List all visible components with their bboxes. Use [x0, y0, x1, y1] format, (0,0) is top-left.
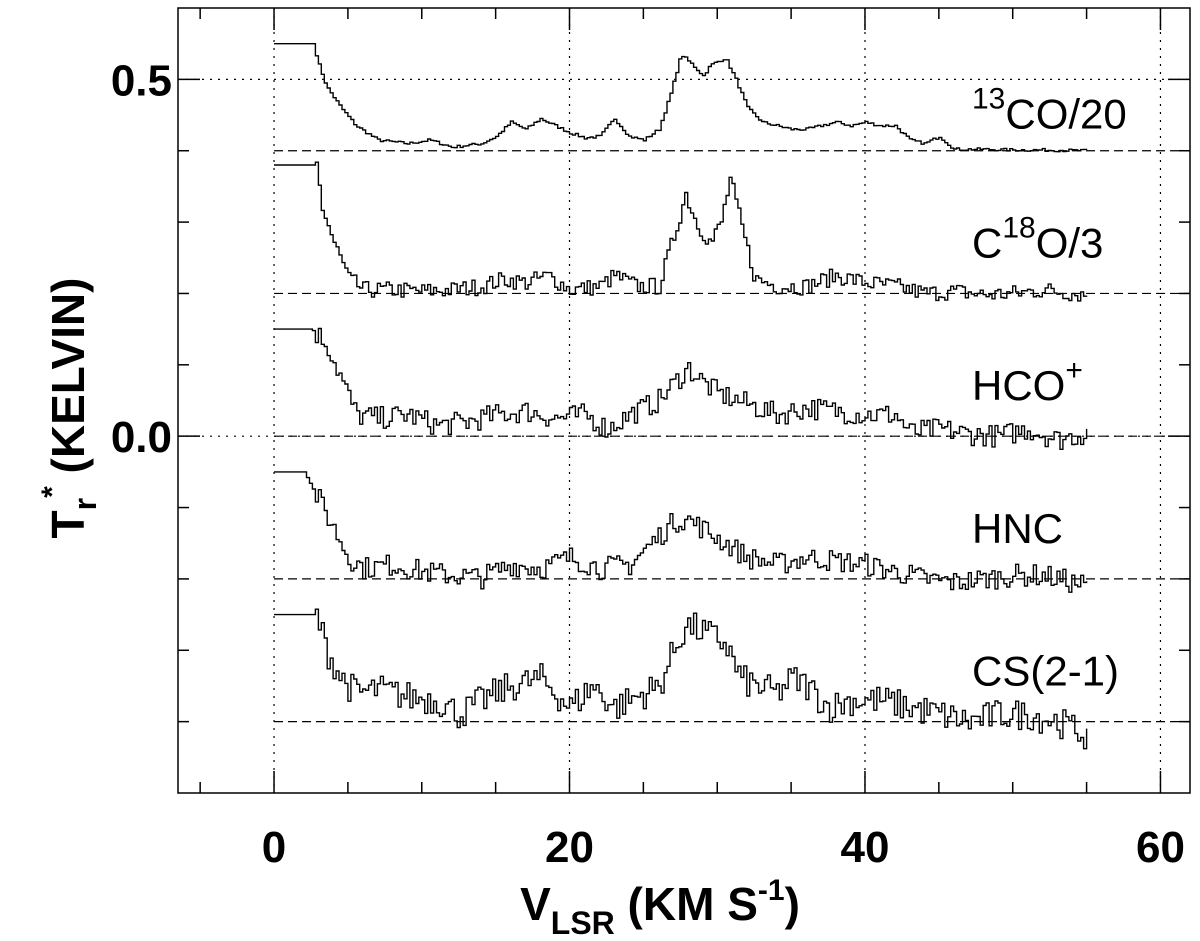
x-tick-label: 40 — [841, 823, 890, 872]
series-group — [274, 43, 1088, 750]
series-label-2: HCO+ — [972, 354, 1083, 409]
series-line-2 — [274, 327, 1088, 450]
series-label-3: HNC — [972, 505, 1063, 552]
plot-frame — [177, 7, 1191, 794]
x-tick-label: 20 — [545, 823, 594, 872]
series-label-4: CS(2-1) — [972, 648, 1119, 695]
x-axis-label: VLSR (KM S-1) — [520, 874, 800, 941]
series-labels: 13CO/20 C18O/3 HCO+ HNC CS(2-1) — [972, 83, 1127, 695]
series-line-0 — [274, 43, 1088, 153]
series-line-4 — [274, 608, 1088, 750]
y-axis-label: Tr* (KELVIN) — [36, 278, 103, 539]
series-label-0: 13CO/20 — [972, 83, 1127, 138]
x-tick-label: 60 — [1136, 823, 1185, 872]
series-line-1 — [274, 161, 1088, 302]
x-tick-label: 0 — [262, 823, 286, 872]
series-label-1: C18O/3 — [972, 211, 1103, 266]
series-line-3 — [274, 471, 1088, 593]
baselines — [274, 150, 1190, 723]
y-tick-label: 0.0 — [111, 413, 172, 462]
y-tick-label: 0.5 — [111, 56, 172, 105]
ticks: 0 20 40 60 0.0 0.5 — [111, 8, 1190, 872]
